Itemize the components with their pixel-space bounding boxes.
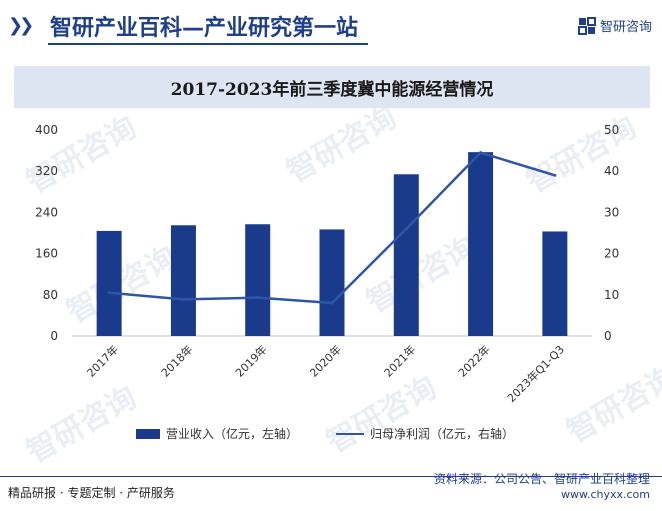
bar (468, 152, 494, 336)
chart: 0 80 160 240 320 400 0 10 20 30 40 50 2017年 2018年 2019… (35, 123, 619, 405)
footer-source: 资料来源：公司公告、智研产业百科整理 (433, 472, 650, 486)
bar (96, 230, 122, 336)
legend-label-revenue: 营业收入（亿元，左轴） (166, 427, 299, 441)
page-title: 智研产业百科—产业研究第一站 (50, 16, 359, 41)
brand-logo-icon (577, 16, 596, 35)
bar (542, 231, 568, 336)
legend-line-swatch (336, 432, 364, 435)
line-point (479, 151, 483, 155)
page-header: ❯❯ 智研产业百科—产业研究第一站 智研咨询 (0, 0, 662, 50)
y-left-tick-label: 400 (35, 123, 58, 137)
line-point (553, 173, 557, 177)
brand-name: 智研咨询 (599, 20, 652, 35)
bar (393, 174, 419, 336)
bar (245, 224, 271, 336)
y-left-tick-label: 320 (35, 164, 58, 178)
x-tick-label: 2022年 (455, 342, 492, 379)
header-underline (48, 43, 368, 45)
legend: 营业收入（亿元，左轴） 归母净利润（亿元，右轴） (0, 425, 662, 445)
line-point (404, 227, 408, 231)
y-right-tick-label: 40 (604, 164, 619, 178)
legend-label-profit: 归母净利润（亿元，右轴） (370, 427, 515, 441)
y-left-tick-label: 240 (35, 205, 58, 219)
x-tick-label: 2020年 (307, 342, 344, 379)
x-tick-label: 2021年 (381, 342, 418, 379)
chart-title-box: 2017-2023年前三季度冀中能源经营情况 (14, 66, 650, 108)
y-right-tick-label: 10 (604, 288, 619, 302)
legend-item-revenue: 营业收入（亿元，左轴） (136, 425, 298, 442)
y-left-tick-label: 0 (50, 329, 58, 343)
legend-bar-swatch (136, 428, 160, 439)
line-point (181, 297, 185, 301)
y-left-tick-label: 160 (35, 247, 58, 261)
legend-item-profit: 归母净利润（亿元，右轴） (336, 425, 514, 442)
footer-divider (0, 476, 662, 477)
brand[interactable]: 智研咨询 (577, 16, 652, 35)
line-point (330, 301, 334, 305)
footer-services: 精品研报 · 专题定制 · 产研服务 (8, 486, 175, 500)
line-point (256, 296, 260, 300)
bar (319, 229, 345, 336)
y-right-tick-label: 30 (604, 205, 619, 219)
chart-title: 2017-2023年前三季度冀中能源经营情况 (170, 80, 494, 100)
y-left-tick-label: 80 (43, 288, 58, 302)
x-tick-label: 2023年Q1-Q3 (504, 342, 567, 405)
line-point (107, 291, 111, 295)
x-tick-label: 2018年 (158, 342, 195, 379)
y-right-tick-label: 50 (604, 123, 619, 137)
y-right-tick-label: 20 (604, 247, 619, 261)
y-right-tick-label: 0 (604, 329, 612, 343)
footer-url[interactable]: www.chyxx.com (560, 488, 650, 501)
double-chevron-icon: ❯❯ (8, 15, 34, 36)
x-tick-label: 2017年 (84, 342, 121, 379)
x-tick-label: 2019年 (232, 342, 269, 379)
bar (170, 225, 196, 336)
